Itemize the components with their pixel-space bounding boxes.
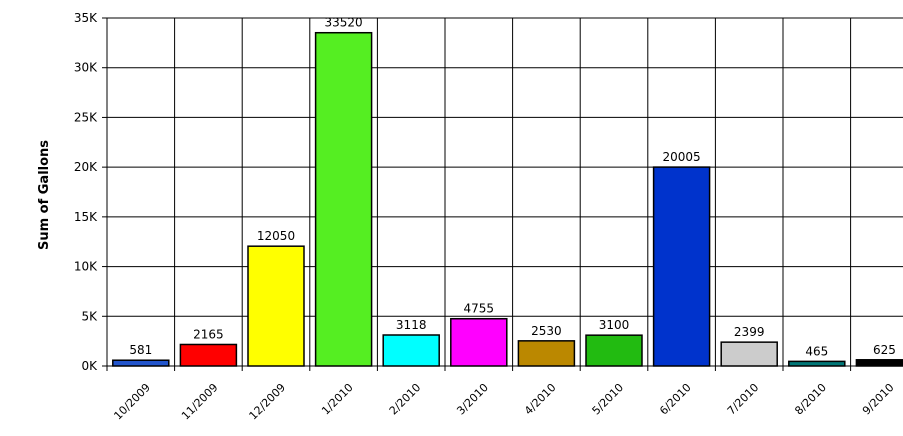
data-labels: 581 2165 12050 33520 3118 4755 2530 3100 20005 23… xyxy=(129,16,896,359)
bar xyxy=(314,31,373,367)
x-tick-labels: 10/2009 11/2009 12/2009 1/2010 2/2010 3/2010 4… xyxy=(111,381,896,423)
bar xyxy=(382,334,440,367)
x-tick-label: 5/2010 xyxy=(590,381,627,418)
bar xyxy=(179,343,238,367)
data-label: 20005 xyxy=(663,150,701,164)
bar xyxy=(720,341,778,367)
bar xyxy=(652,166,711,367)
data-label: 465 xyxy=(805,344,828,358)
x-tick-label: 2/2010 xyxy=(387,381,424,418)
bar xyxy=(112,359,170,367)
data-label: 3118 xyxy=(396,318,427,332)
bars xyxy=(112,31,903,367)
bar xyxy=(450,317,508,367)
x-tick-label: 9/2010 xyxy=(860,381,897,418)
x-tick-label: 10/2009 xyxy=(111,381,153,423)
x-tick-label: 6/2010 xyxy=(657,381,694,418)
y-tick-label: 5K xyxy=(81,309,98,323)
data-label: 33520 xyxy=(325,16,363,30)
data-label: 2530 xyxy=(531,324,562,338)
y-tick-labels: 0K 5K 10K 15K 20K 25K 30K 35K xyxy=(74,11,98,373)
y-tick-label: 35K xyxy=(74,11,98,25)
y-axis-title: Sum of Gallons xyxy=(37,140,52,250)
x-tick-label: 3/2010 xyxy=(454,381,491,418)
x-tick-label: 12/2009 xyxy=(247,381,289,423)
y-tick-label: 30K xyxy=(74,61,98,75)
data-label: 4755 xyxy=(464,302,495,316)
data-label: 2165 xyxy=(193,327,224,341)
y-tick-label: 20K xyxy=(74,160,98,174)
data-label: 581 xyxy=(129,343,152,357)
gridlines xyxy=(102,17,903,371)
data-label: 12050 xyxy=(257,229,295,243)
bar xyxy=(855,359,903,367)
bar xyxy=(247,245,305,367)
y-tick-label: 10K xyxy=(74,260,98,274)
bar xyxy=(585,334,643,367)
x-tick-label: 11/2009 xyxy=(179,381,221,423)
x-tick-label: 8/2010 xyxy=(792,381,829,418)
y-tick-label: 25K xyxy=(74,110,98,124)
bar xyxy=(788,360,846,367)
data-label: 3100 xyxy=(599,318,630,332)
bar xyxy=(517,340,576,367)
x-tick-label: 7/2010 xyxy=(725,381,762,418)
data-label: 625 xyxy=(873,343,896,357)
data-label: 2399 xyxy=(734,325,765,339)
x-tick-label: 4/2010 xyxy=(522,381,559,418)
y-tick-label: 15K xyxy=(74,210,98,224)
x-tick-label: 1/2010 xyxy=(319,381,356,418)
y-tick-label: 0K xyxy=(81,359,98,373)
